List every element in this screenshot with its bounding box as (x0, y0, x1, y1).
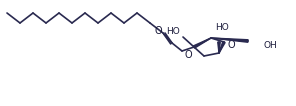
Text: O: O (184, 50, 192, 60)
Polygon shape (218, 42, 220, 53)
Text: O: O (227, 40, 235, 50)
Text: O: O (154, 26, 162, 36)
Text: HO: HO (215, 24, 229, 33)
Polygon shape (193, 38, 211, 48)
Text: HO: HO (166, 27, 180, 36)
Polygon shape (219, 41, 225, 53)
Text: OH: OH (263, 42, 277, 50)
Polygon shape (211, 38, 248, 42)
